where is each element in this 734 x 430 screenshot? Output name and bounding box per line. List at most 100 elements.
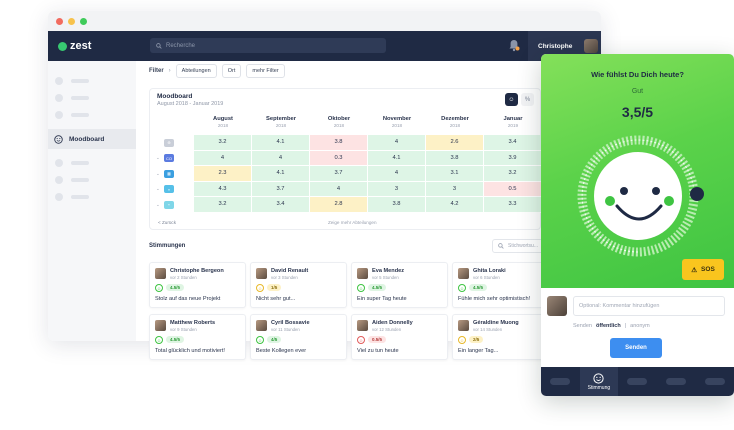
mood-cell[interactable]: 4.1 (252, 166, 310, 181)
row-icon-1[interactable]: ⌄ CO (156, 154, 174, 163)
filter-chip-mehr[interactable]: mehr Filter (246, 64, 285, 78)
month-name: Oktober (327, 116, 351, 122)
post-time: vor 12 Stunden (372, 327, 402, 332)
feedback-card[interactable]: Géraldine Muong vor 14 Stunden ☺ 2/5 Ein lan… (452, 314, 549, 360)
mood-cell[interactable]: 3 (368, 181, 426, 196)
mood-cell[interactable]: 2.8 (310, 197, 368, 212)
sidebar-item-7[interactable] (55, 193, 89, 201)
feedback-card[interactable]: Cyril Bossavie vor 11 Stunden ☺ 4/5 Beste Ko… (250, 314, 347, 360)
nav-item-stimmung[interactable]: Stimmung (579, 367, 619, 396)
notification-bell-icon[interactable] (508, 39, 520, 52)
mood-dial[interactable] (573, 134, 723, 259)
mood-cell[interactable]: 4.1 (368, 150, 426, 165)
mood-cell[interactable]: 4 (310, 181, 368, 196)
mood-cell[interactable]: 0.3 (310, 150, 368, 165)
user-avatar (584, 39, 599, 53)
mood-cell[interactable]: 3 (426, 181, 484, 196)
zest-logo[interactable]: zest (58, 40, 150, 52)
sos-button[interactable]: ⚠ SOS (682, 259, 724, 280)
stimmungen-title: Stimmungen (149, 243, 186, 249)
nav-item-1[interactable] (541, 367, 580, 396)
mood-cell[interactable]: 4 (368, 166, 426, 181)
mood-cell[interactable]: 3.7 (252, 181, 310, 196)
feedback-card[interactable]: David Renault vor 3 Stunden ☺ 1/5 Nicht sehr… (250, 262, 347, 308)
month-year: 2018 (391, 123, 403, 128)
mood-cell[interactable]: 3.4 (252, 197, 310, 212)
view-toggle-mood[interactable]: ☺ (505, 93, 518, 106)
sidebar-item-moodboard[interactable]: Moodboard (48, 129, 136, 149)
mood-row: 3.2 3.4 2.8 3.8 4.2 3.3 (194, 197, 542, 213)
author-name: Eva Mendez (372, 268, 405, 274)
mood-cell[interactable]: 4 (252, 150, 310, 165)
window-titlebar (48, 11, 601, 31)
feedback-card[interactable]: Christophe Bergeon vor 2 Stunden ☺ 4.5/5 Sto… (149, 262, 246, 308)
sidebar-item-6[interactable] (55, 176, 89, 184)
sidebar-item-3[interactable] (55, 111, 89, 119)
mood-dial-handle[interactable] (690, 187, 704, 201)
feedback-card[interactable]: Eva Mendez vor 5 Stunden ☺ 4.5/5 Ein super T… (351, 262, 448, 308)
month-column-header: Dezember 2018 (426, 116, 484, 135)
author-name: Christophe Bergeon (170, 268, 224, 274)
filter-chip-abteilungen[interactable]: Abteilungen (175, 64, 217, 78)
sidebar-item-5[interactable] (55, 159, 89, 167)
score-badge: 4.5/5 (166, 284, 185, 291)
mood-cell[interactable]: 3.2 (484, 166, 542, 181)
row-icon-4[interactable]: ⌄ ⌁ (156, 197, 176, 213)
filter-chip-ort[interactable]: Ort (221, 64, 242, 78)
mood-cell[interactable]: 2.6 (426, 135, 484, 150)
month-header: August 2018 September 2018 Oktober 2018 Novemb… (194, 116, 542, 135)
mood-cell[interactable]: 3.8 (426, 150, 484, 165)
nav-item-3[interactable] (618, 367, 657, 396)
feedback-card[interactable]: Ghita Loraki vor 6 Stunden ☺ 4.5/5 Fühle mic… (452, 262, 549, 308)
month-year: 2018 (217, 123, 229, 128)
search-icon (498, 243, 504, 249)
row-icon-2[interactable]: ⌄ ▦ (156, 166, 176, 182)
nav-item-4[interactable] (657, 367, 696, 396)
month-name: August (213, 116, 233, 122)
search-input[interactable]: Recherche (150, 38, 386, 53)
mood-cell[interactable]: 4 (194, 150, 252, 165)
comment-input[interactable]: Optional: Kommentar hinzufügen (573, 296, 725, 316)
maximize-dot[interactable] (80, 17, 87, 25)
sidebar-item-1[interactable] (55, 77, 89, 85)
mood-cell[interactable]: 3.8 (310, 135, 368, 150)
moodboard-card: Moodboard August 2018 - Januar 2019 ☺ % … (149, 88, 542, 230)
feedback-message: Beste Kollegen ever (256, 348, 307, 354)
view-toggle-percent[interactable]: % (521, 93, 534, 106)
feedback-card[interactable]: Aiden Donnelly vor 12 Stunden ☺ 0.5/5 Viel z… (351, 314, 448, 360)
visibility-public[interactable]: öffentlich (595, 323, 621, 329)
mood-cell[interactable]: 4 (368, 135, 426, 150)
visibility-anon[interactable]: anonym (630, 323, 650, 329)
mood-cell[interactable]: 0.5 (484, 181, 542, 196)
mood-cell[interactable]: 3.2 (194, 197, 252, 212)
mood-face-icon: ☺ (357, 284, 365, 292)
author-name: Géraldine Muong (473, 320, 519, 326)
row-icon-3[interactable]: ⌄» (156, 182, 176, 198)
mood-cell[interactable]: 4.2 (426, 197, 484, 212)
mood-panel: Wie fühlst Du Dich heute? Gut 3,5/5 ⚠ SO… (541, 54, 734, 396)
sidebar-item-label: Moodboard (69, 135, 105, 143)
mood-cell[interactable]: 2.3 (194, 166, 252, 181)
visibility-row: Senden öffentlich | anonym (573, 323, 650, 329)
mood-cell[interactable]: 4.1 (252, 135, 310, 150)
send-button[interactable]: Senden (610, 338, 662, 358)
sidebar-item-2[interactable] (55, 94, 89, 102)
nav-item-5[interactable] (695, 367, 734, 396)
mood-cell[interactable]: 3.9 (484, 150, 542, 165)
row-icon-all[interactable]: ⊕ (156, 135, 176, 151)
feedback-card[interactable]: Matthew Roberts vor 9 Stunden ☺ 4.5/5 Total … (149, 314, 246, 360)
mood-cell[interactable]: 3.2 (194, 135, 252, 150)
back-link[interactable]: < Zurück (158, 220, 176, 225)
mood-cell[interactable]: 3.8 (368, 197, 426, 212)
mood-cell[interactable]: 4.3 (194, 181, 252, 196)
mood-cell[interactable]: 3.1 (426, 166, 484, 181)
mood-cell[interactable]: 3.7 (310, 166, 368, 181)
close-dot[interactable] (56, 17, 63, 25)
mood-face-icon: ☺ (357, 336, 365, 344)
show-more-link[interactable]: Zeige mehr Abteilungen (328, 220, 377, 225)
author-name: David Renault (271, 268, 309, 274)
mood-cell[interactable]: 3.4 (484, 135, 542, 150)
mood-cell[interactable]: 3.3 (484, 197, 542, 212)
minimize-dot[interactable] (68, 17, 75, 25)
month-year: 2018 (333, 123, 345, 128)
